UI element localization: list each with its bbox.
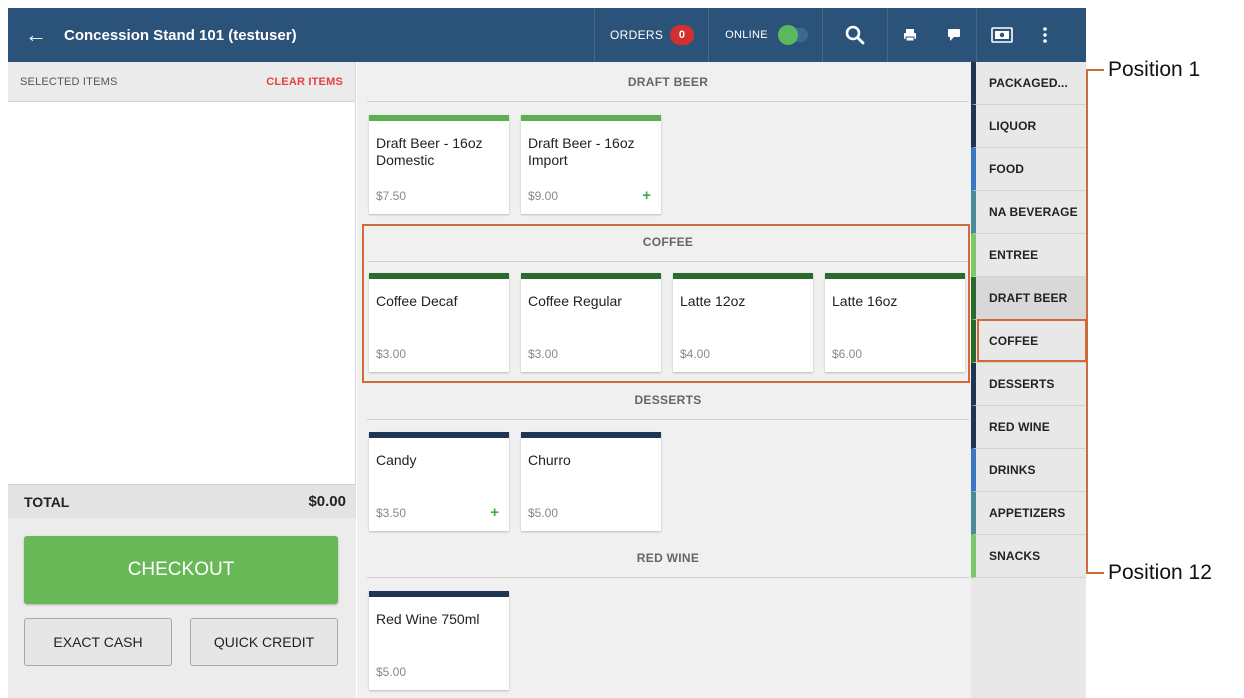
printer-icon[interactable]	[888, 8, 932, 62]
category-rail: PACKAGED... LIQUOR FOOD NA BEVERAGE ENTR…	[971, 62, 1086, 698]
item-price: $5.00	[376, 665, 407, 679]
more-vert-icon[interactable]	[1027, 8, 1063, 62]
item-name: Churro	[528, 452, 571, 468]
cash-drawer-icon[interactable]	[977, 8, 1027, 62]
item-name: Coffee Regular	[528, 293, 622, 309]
section-header-draft-beer: DRAFT BEER	[367, 62, 969, 102]
toggle-knob	[777, 25, 798, 45]
total-value: $0.00	[308, 493, 346, 510]
item-price: $3.00	[376, 347, 407, 361]
divider	[708, 8, 710, 62]
item-name: Coffee Decaf	[376, 293, 458, 309]
item-name: Red Wine 750ml	[376, 611, 480, 627]
item-name: Candy	[376, 452, 417, 468]
item-price: $3.00	[528, 347, 559, 361]
item-price: $6.00	[832, 347, 863, 361]
menu-item-card[interactable]: Draft Beer - 16oz Import $9.00 +	[521, 115, 661, 214]
top-bar: ← Concession Stand 101 (testuser) ORDERS…	[8, 8, 1086, 62]
menu-item-card[interactable]: Draft Beer - 16oz Domestic $7.50	[369, 115, 509, 214]
item-price: $3.50	[376, 506, 407, 520]
back-arrow-icon[interactable]: ←	[25, 22, 47, 47]
category-na-beverage[interactable]: NA BEVERAGE	[971, 191, 1086, 234]
divider	[821, 8, 823, 62]
bracket-tick-bottom	[1086, 572, 1104, 574]
category-drinks[interactable]: DRINKS	[971, 449, 1086, 492]
online-label: ONLINE	[725, 29, 768, 41]
category-desserts[interactable]: DESSERTS	[971, 363, 1086, 406]
position-1-label: Position 1	[1108, 58, 1201, 81]
divider	[886, 8, 888, 62]
menu-items-area[interactable]: DRAFT BEER Draft Beer - 16oz Domestic $7…	[357, 62, 971, 698]
online-toggle-group: ONLINE	[709, 8, 822, 62]
item-price: $5.00	[528, 506, 559, 520]
item-price: $4.00	[680, 347, 711, 361]
item-name: Latte 12oz	[680, 293, 746, 309]
menu-item-card[interactable]: Red Wine 750ml $5.00	[369, 591, 509, 690]
item-price: $9.00	[528, 189, 559, 203]
category-red-wine[interactable]: RED WINE	[971, 406, 1086, 449]
position-bracket	[1086, 70, 1088, 574]
category-coffee[interactable]: COFFEE	[971, 320, 1086, 363]
orders-button[interactable]: ORDERS 0	[595, 8, 708, 62]
page-title: Concession Stand 101 (testuser)	[64, 26, 297, 44]
total-label: TOTAL	[24, 493, 70, 510]
category-food[interactable]: FOOD	[971, 148, 1086, 191]
chat-icon[interactable]	[932, 8, 976, 62]
item-name: Draft Beer - 16oz Domestic	[376, 135, 483, 168]
online-toggle[interactable]	[777, 25, 808, 45]
category-liquor[interactable]: LIQUOR	[971, 105, 1086, 148]
exact-cash-button[interactable]: EXACT CASH	[24, 618, 172, 666]
divider	[594, 8, 595, 62]
menu-item-card[interactable]: Latte 16oz $6.00	[825, 273, 965, 372]
selected-items-panel: SELECTED ITEMS CLEAR ITEMS TOTAL $0.00 C…	[8, 62, 356, 698]
plus-icon[interactable]: +	[642, 187, 651, 204]
menu-item-card[interactable]: Churro $5.00	[521, 432, 661, 531]
menu-item-card[interactable]: Latte 12oz $4.00	[673, 273, 813, 372]
item-name: Latte 16oz	[832, 293, 898, 309]
item-name: Draft Beer - 16oz Import	[528, 135, 635, 168]
item-price: $7.50	[376, 189, 407, 203]
category-entree[interactable]: ENTREE	[971, 234, 1086, 277]
category-appetizers[interactable]: APPETIZERS	[971, 492, 1086, 535]
menu-item-card[interactable]: Coffee Regular $3.00	[521, 273, 661, 372]
section-header-desserts: DESSERTS	[367, 380, 969, 420]
selected-items-title: SELECTED ITEMS	[20, 75, 118, 88]
orders-count-badge: 0	[670, 25, 695, 45]
total-row: TOTAL $0.00	[8, 484, 356, 518]
payment-actions: CHECKOUT EXACT CASH QUICK CREDIT	[8, 518, 356, 698]
position-12-label: Position 12	[1108, 561, 1212, 584]
quick-credit-button[interactable]: QUICK CREDIT	[190, 618, 338, 666]
menu-item-card[interactable]: Candy $3.50 +	[369, 432, 509, 531]
category-snacks[interactable]: SNACKS	[971, 535, 1086, 578]
menu-item-card[interactable]: Coffee Decaf $3.00	[369, 273, 509, 372]
category-draft-beer[interactable]: DRAFT BEER	[971, 277, 1086, 320]
category-packaged[interactable]: PACKAGED...	[971, 62, 1086, 105]
clear-items-button[interactable]: CLEAR ITEMS	[266, 75, 343, 88]
selected-items-header: SELECTED ITEMS CLEAR ITEMS	[8, 62, 355, 102]
plus-icon[interactable]: +	[490, 504, 499, 521]
top-bar-actions: ORDERS 0 ONLINE	[594, 8, 1063, 62]
bracket-tick-top	[1086, 69, 1104, 71]
checkout-button[interactable]: CHECKOUT	[24, 536, 338, 604]
section-header-red-wine: RED WINE	[367, 538, 969, 578]
orders-label: ORDERS	[610, 28, 664, 42]
section-header-coffee: COFFEE	[367, 222, 969, 262]
search-icon[interactable]	[823, 8, 887, 62]
divider	[975, 8, 977, 62]
